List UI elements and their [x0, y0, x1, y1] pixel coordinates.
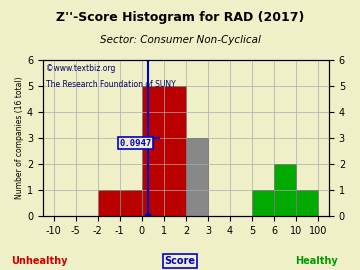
Bar	[274, 164, 296, 216]
Text: Healthy: Healthy	[296, 256, 338, 266]
Text: Sector: Consumer Non-Cyclical: Sector: Consumer Non-Cyclical	[100, 35, 260, 45]
Bar	[186, 138, 208, 216]
Text: Score: Score	[165, 256, 195, 266]
Y-axis label: Number of companies (16 total): Number of companies (16 total)	[15, 77, 24, 199]
Bar	[142, 86, 186, 216]
Text: Z''-Score Histogram for RAD (2017): Z''-Score Histogram for RAD (2017)	[56, 11, 304, 24]
Text: The Research Foundation of SUNY: The Research Foundation of SUNY	[46, 80, 175, 89]
Bar	[296, 190, 318, 216]
Bar	[252, 190, 274, 216]
Text: 0.0947: 0.0947	[119, 139, 151, 148]
Bar	[98, 190, 120, 216]
Bar	[120, 190, 142, 216]
Text: Unhealthy: Unhealthy	[12, 256, 68, 266]
Text: ©www.textbiz.org: ©www.textbiz.org	[46, 64, 115, 73]
